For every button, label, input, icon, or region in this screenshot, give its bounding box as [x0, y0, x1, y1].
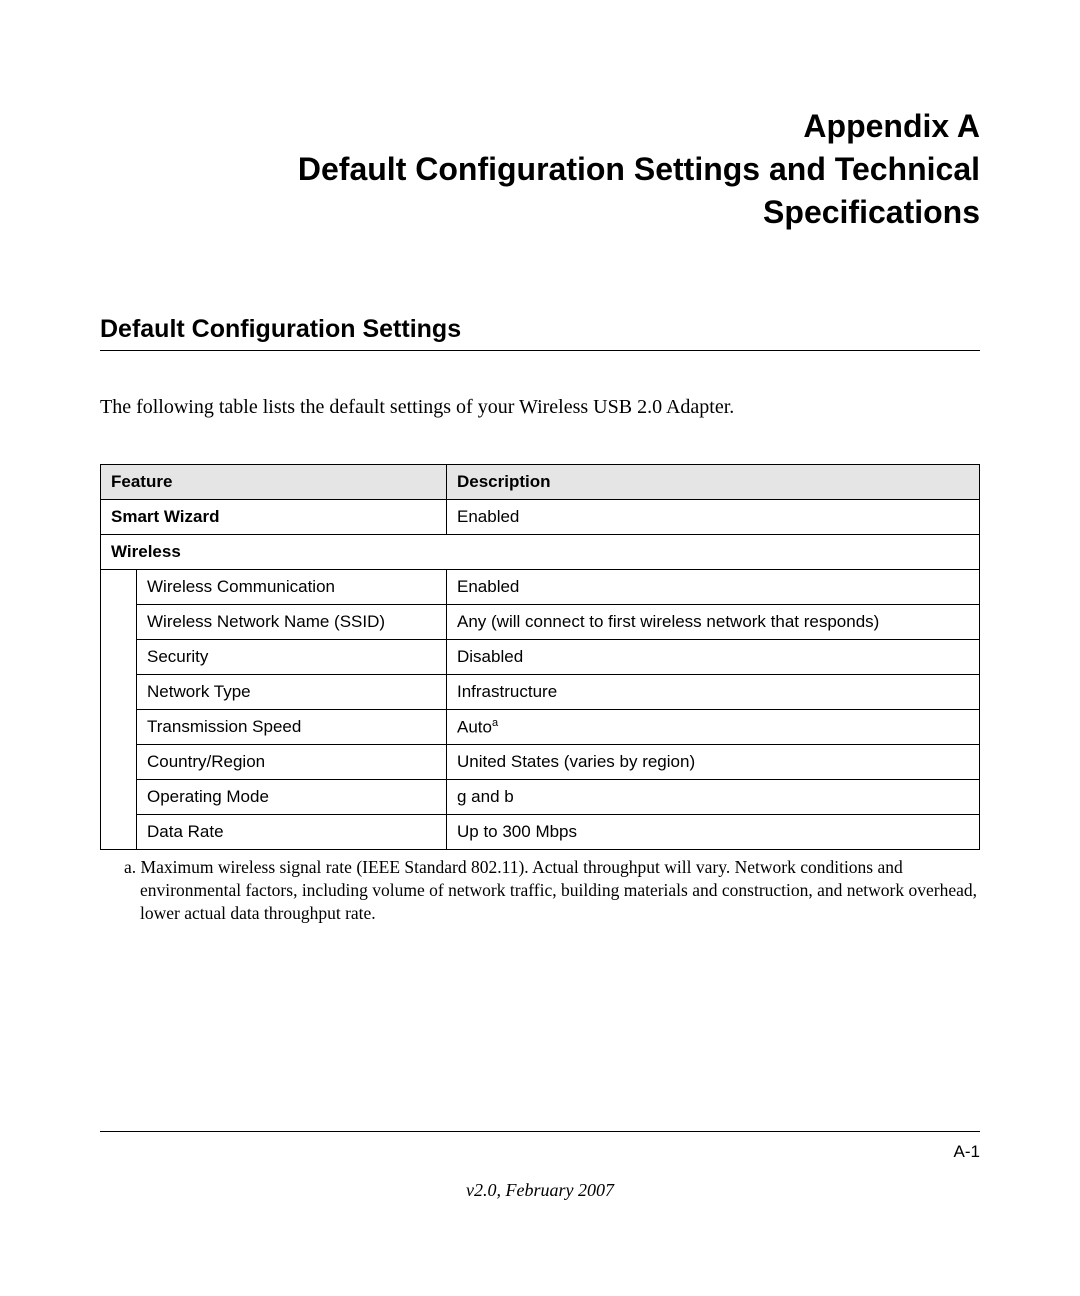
footnote-marker: a.	[124, 857, 136, 877]
cell-description: Enabled	[447, 499, 980, 534]
table-row: Transmission Speed Autoa	[101, 709, 980, 745]
title-line-1: Appendix A	[100, 105, 980, 148]
cell-description: g and b	[447, 780, 980, 815]
column-description: Description	[447, 464, 980, 499]
cell-description: Any (will connect to first wireless netw…	[447, 604, 980, 639]
cell-feature: Security	[137, 639, 447, 674]
table-row: Data Rate Up to 300 Mbps	[101, 815, 980, 850]
cell-desc-text: Auto	[457, 717, 492, 736]
table-row: Country/Region United States (varies by …	[101, 745, 980, 780]
table-row: Wireless Communication Enabled	[101, 569, 980, 604]
intro-paragraph: The following table lists the default se…	[100, 396, 980, 419]
cell-feature: Smart Wizard	[101, 499, 447, 534]
cell-feature: Transmission Speed	[137, 709, 447, 745]
cell-feature: Network Type	[137, 674, 447, 709]
cell-description: Up to 300 Mbps	[447, 815, 980, 850]
section-heading: Default Configuration Settings	[100, 315, 980, 351]
table-row: Network Type Infrastructure	[101, 674, 980, 709]
page-title: Appendix A Default Configuration Setting…	[100, 105, 980, 235]
table-row-wireless-header: Wireless	[101, 534, 980, 569]
cell-description: Enabled	[447, 569, 980, 604]
page-footer: A-1 v2.0, February 2007	[100, 1131, 980, 1201]
cell-description: Autoa	[447, 709, 980, 745]
footnote: a. Maximum wireless signal rate (IEEE St…	[100, 856, 980, 924]
footnote-marker-sup: a	[492, 717, 498, 729]
cell-wireless-header: Wireless	[101, 534, 980, 569]
cell-indent	[101, 569, 137, 850]
cell-feature: Wireless Network Name (SSID)	[137, 604, 447, 639]
table-header-row: Feature Description	[101, 464, 980, 499]
cell-description: United States (varies by region)	[447, 745, 980, 780]
footer-page-number: A-1	[100, 1142, 980, 1162]
cell-description: Disabled	[447, 639, 980, 674]
cell-feature: Data Rate	[137, 815, 447, 850]
table-row-smart-wizard: Smart Wizard Enabled	[101, 499, 980, 534]
column-feature: Feature	[101, 464, 447, 499]
footer-version: v2.0, February 2007	[100, 1180, 980, 1201]
settings-table: Feature Description Smart Wizard Enabled…	[100, 464, 980, 851]
cell-feature: Wireless Communication	[137, 569, 447, 604]
table-body: Smart Wizard Enabled Wireless Wireless C…	[101, 499, 980, 850]
cell-feature: Country/Region	[137, 745, 447, 780]
title-line-2: Default Configuration Settings and Techn…	[100, 148, 980, 234]
table-row: Operating Mode g and b	[101, 780, 980, 815]
cell-feature: Operating Mode	[137, 780, 447, 815]
footnote-text: Maximum wireless signal rate (IEEE Stand…	[140, 857, 977, 923]
document-page: Appendix A Default Configuration Setting…	[0, 0, 1080, 984]
cell-description: Infrastructure	[447, 674, 980, 709]
table-row: Wireless Network Name (SSID) Any (will c…	[101, 604, 980, 639]
table-row: Security Disabled	[101, 639, 980, 674]
